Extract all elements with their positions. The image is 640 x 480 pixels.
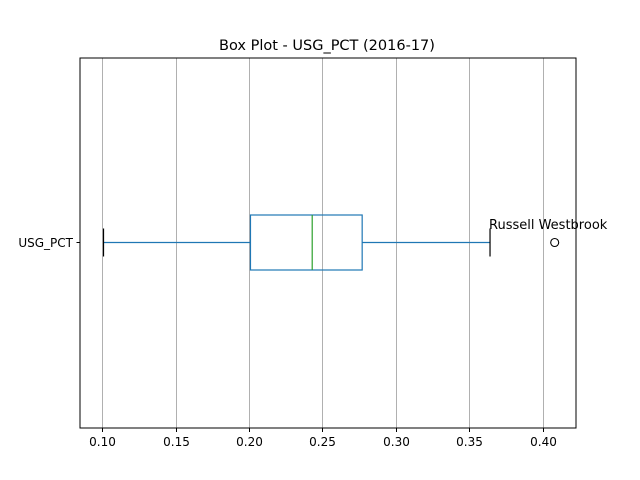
x-axis-ticks: 0.10 0.15 0.20 0.25 0.30 0.35 0.40 bbox=[89, 428, 557, 449]
chart-title: Box Plot - USG_PCT (2016-17) bbox=[219, 38, 435, 54]
x-tick-label: 0.40 bbox=[530, 435, 557, 449]
y-tick-label: USG_PCT bbox=[18, 236, 73, 250]
x-tick-label: 0.35 bbox=[456, 435, 483, 449]
box-plot bbox=[102, 214, 560, 271]
y-axis-ticks: USG_PCT bbox=[18, 236, 80, 250]
outlier-annotation: Russell Westbrook bbox=[489, 218, 608, 233]
iqr-box bbox=[249, 214, 363, 271]
x-tick-label: 0.20 bbox=[236, 435, 263, 449]
outlier-point bbox=[550, 237, 560, 248]
x-tick-label: 0.25 bbox=[309, 435, 336, 449]
x-tick-label: 0.30 bbox=[383, 435, 410, 449]
x-tick-label: 0.15 bbox=[163, 435, 190, 449]
x-tick-label: 0.10 bbox=[89, 435, 116, 449]
